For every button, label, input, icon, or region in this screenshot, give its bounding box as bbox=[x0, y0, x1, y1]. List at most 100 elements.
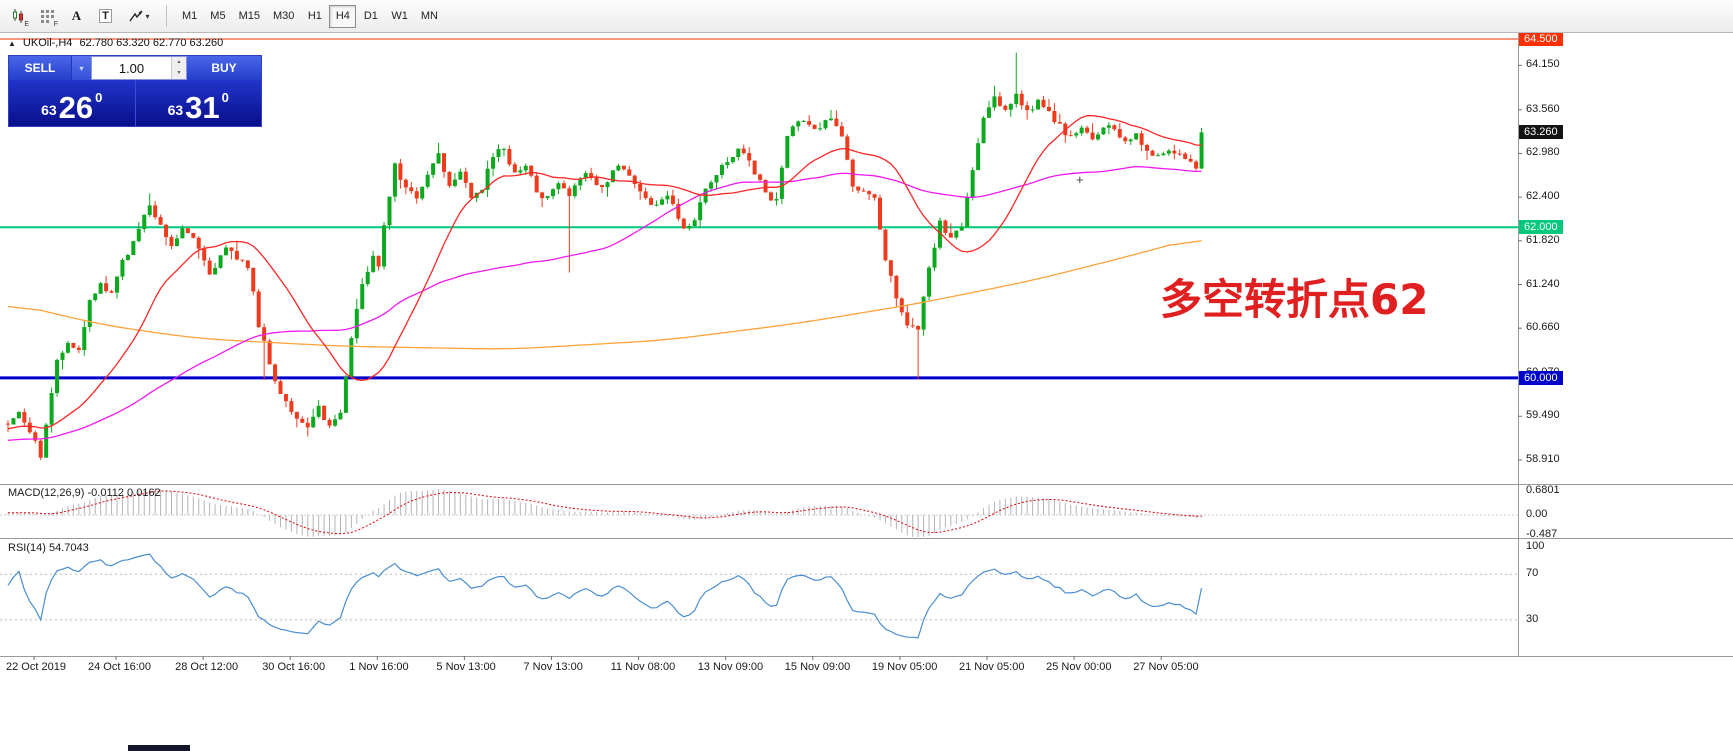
rsi-value: 54.7043 bbox=[48, 542, 89, 554]
crosshair-cursor-icon: + bbox=[1076, 172, 1084, 187]
one-click-trading-panel: SELL ▾ ▲ ▼ BUY 63 26 0 bbox=[8, 55, 262, 127]
chevron-down-icon: ▾ bbox=[145, 11, 150, 21]
price-axis-label: 58.910 bbox=[1526, 452, 1560, 465]
collapse-panel-icon[interactable]: ▲ bbox=[8, 38, 16, 48]
text-tool-icon[interactable]: T bbox=[92, 4, 119, 29]
time-axis-label: 27 Nov 05:00 bbox=[1133, 661, 1199, 673]
label-tool-icon[interactable]: A bbox=[63, 4, 90, 29]
time-axis-label: 7 Nov 13:00 bbox=[523, 661, 583, 673]
price-axis-label: 63.560 bbox=[1526, 102, 1560, 115]
price-divider bbox=[134, 80, 136, 126]
grid-icon bbox=[41, 9, 54, 23]
ohlc-values: 62.780 63.320 62.770 63.260 bbox=[79, 37, 224, 49]
price-axis-label: 62.980 bbox=[1526, 146, 1560, 159]
trade-prices-row: 63 26 0 63 31 0 bbox=[9, 80, 261, 126]
macd-indicator-label: MACD(12,26,9) -0.0112 0.0162 bbox=[8, 487, 161, 499]
lot-size-stepper: ▲ ▼ bbox=[171, 57, 186, 79]
buy-price-pip: 0 bbox=[221, 90, 229, 105]
trendline-arrow-icon bbox=[129, 10, 144, 22]
macd-scale-zero: 0.00 bbox=[1526, 507, 1548, 520]
price-axis-label: 62.400 bbox=[1526, 190, 1560, 203]
price-axis-label: 61.820 bbox=[1526, 233, 1560, 246]
timeframe-button-m15[interactable]: M15 bbox=[233, 5, 266, 28]
timeframe-button-mn[interactable]: MN bbox=[415, 5, 444, 28]
timeframe-button-m30[interactable]: M30 bbox=[267, 5, 300, 28]
data-window-icon[interactable]: F bbox=[34, 4, 61, 29]
timeframe-button-m5[interactable]: M5 bbox=[204, 5, 231, 28]
trade-controls-row: SELL ▾ ▲ ▼ BUY bbox=[9, 56, 261, 80]
rsi-scale-100: 100 bbox=[1526, 540, 1545, 552]
time-axis-label: 1 Nov 16:00 bbox=[349, 661, 409, 673]
icon-sub-label: E bbox=[24, 20, 29, 28]
candlesticks bbox=[6, 52, 1204, 461]
sell-price-prefix: 63 bbox=[41, 102, 57, 118]
price-axis-label: 59.490 bbox=[1526, 409, 1560, 422]
ma-fast bbox=[7, 114, 1202, 430]
timeframe-buttons: M1 M5 M15 M30 H1 H4 D1 W1 MN bbox=[176, 4, 444, 28]
price-axis-label: 64.150 bbox=[1526, 58, 1560, 71]
time-axis-label: 13 Nov 09:00 bbox=[697, 661, 764, 673]
lot-size-input[interactable] bbox=[92, 57, 171, 79]
ma-medium bbox=[7, 165, 1202, 441]
sell-price-main: 26 bbox=[58, 89, 94, 125]
timeframe-button-h4[interactable]: H4 bbox=[329, 4, 357, 28]
taskbar-fragment bbox=[128, 745, 190, 751]
timeframe-button-h1[interactable]: H1 bbox=[301, 5, 328, 28]
buy-price[interactable]: 63 31 0 bbox=[136, 80, 262, 126]
time-axis-label: 30 Oct 16:00 bbox=[262, 661, 326, 673]
macd-scale-min: -0.487 bbox=[1526, 528, 1558, 540]
time-axis-label: 25 Nov 00:00 bbox=[1046, 661, 1112, 673]
price-axis-label: 61.240 bbox=[1526, 277, 1560, 290]
sell-price-pip: 0 bbox=[95, 90, 103, 105]
toolbar: E F A T ▾ M1 M5 M15 M30 H1 H4 D bbox=[0, 0, 1733, 33]
time-axis-label: 21 Nov 05:00 bbox=[959, 661, 1025, 673]
timeframe-button-m1[interactable]: M1 bbox=[176, 5, 203, 28]
macd-name: MACD(12,26,9) bbox=[8, 487, 85, 499]
price-level-badge: 62.000 bbox=[1519, 220, 1563, 235]
timeframe-button-d1[interactable]: D1 bbox=[357, 5, 384, 28]
macd-signal-line bbox=[8, 490, 1202, 535]
price-level-badge: 60.000 bbox=[1519, 370, 1563, 385]
chart-window-icon[interactable]: E bbox=[5, 4, 32, 29]
icon-sub-label: F bbox=[53, 20, 58, 28]
time-axis-label: 28 Oct 12:00 bbox=[175, 661, 239, 673]
macd-scale-max: 0.6801 bbox=[1526, 484, 1560, 496]
symbol-timeframe-label: UKOil-,H4 bbox=[22, 37, 73, 49]
buy-button[interactable]: BUY bbox=[187, 56, 261, 80]
drawing-tools-icon[interactable]: ▾ bbox=[121, 4, 157, 29]
time-axis-label: 19 Nov 05:00 bbox=[871, 661, 938, 673]
chart-title-ohlc: ▲ UKOil-,H4 62.780 63.320 62.770 63.260 bbox=[8, 37, 223, 49]
rsi-line bbox=[7, 553, 1203, 639]
time-axis-label: 22 Oct 2019 bbox=[6, 661, 66, 673]
current-price-badge: 63.260 bbox=[1519, 125, 1563, 140]
lot-decrease-button[interactable]: ▼ bbox=[172, 68, 186, 79]
macd-values: -0.0112 0.0162 bbox=[87, 487, 161, 499]
time-axis-label: 24 Oct 16:00 bbox=[88, 661, 151, 673]
annotation-text: 多空转折点62 bbox=[1160, 275, 1429, 324]
buy-price-prefix: 63 bbox=[167, 102, 184, 118]
timeframe-button-w1[interactable]: W1 bbox=[385, 5, 414, 28]
rsi-name: RSI(14) bbox=[8, 542, 46, 554]
price-level-badge: 64.500 bbox=[1519, 32, 1563, 47]
candlestick-chart-icon bbox=[12, 9, 23, 23]
sell-button[interactable]: SELL bbox=[9, 56, 71, 80]
macd-histogram bbox=[7, 488, 1203, 537]
toolbar-separator bbox=[166, 5, 167, 27]
chevron-down-icon: ▾ bbox=[79, 63, 84, 73]
rsi-indicator-label: RSI(14) 54.7043 bbox=[8, 542, 89, 554]
lot-size-field: ▲ ▼ bbox=[91, 56, 187, 80]
rsi-scale-30: 30 bbox=[1526, 612, 1539, 625]
time-axis-label: 5 Nov 13:00 bbox=[436, 661, 496, 673]
time-axis-label: 11 Nov 08:00 bbox=[610, 661, 676, 673]
rsi-scale-70: 70 bbox=[1526, 567, 1539, 580]
order-type-dropdown[interactable]: ▾ bbox=[71, 56, 91, 80]
buy-price-main: 31 bbox=[185, 89, 220, 125]
ma-slow bbox=[7, 240, 1202, 350]
time-axis-label: 15 Nov 09:00 bbox=[784, 661, 851, 673]
sell-price[interactable]: 63 26 0 bbox=[9, 80, 135, 126]
lot-increase-button[interactable]: ▲ bbox=[172, 57, 186, 68]
price-axis-label: 60.660 bbox=[1526, 321, 1560, 334]
